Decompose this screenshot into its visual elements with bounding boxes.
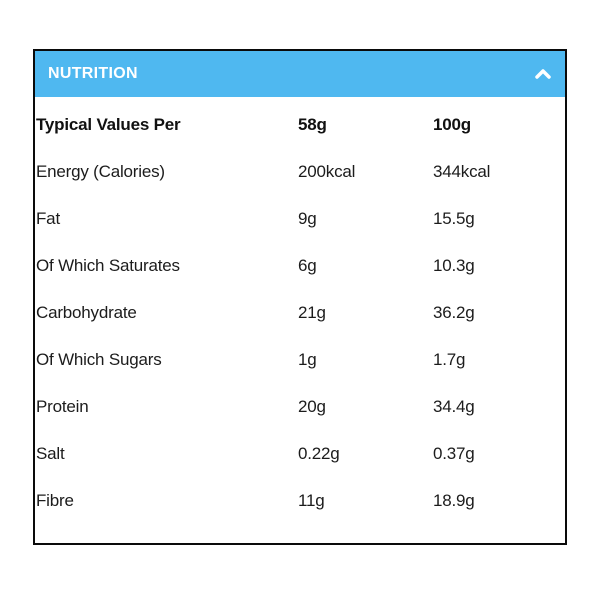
value-per-58g: 0.22g [298,443,340,463]
column-header-58g: 58g [298,114,327,134]
table-header-row: Typical Values Per 58g 100g [35,101,565,148]
table-row: Carbohydrate 21g 36.2g [35,289,565,336]
value-per-100g: 10.3g [433,255,475,275]
table-row: Fibre 11g 18.9g [35,477,565,524]
value-per-100g: 34.4g [433,396,475,416]
value-per-58g: 6g [298,255,317,275]
value-per-100g: 15.5g [433,208,475,228]
nutrient-label: Protein [36,396,89,416]
table-row: Fat 9g 15.5g [35,195,565,242]
nutrient-label: Of Which Sugars [36,349,162,369]
table-row: Of Which Saturates 6g 10.3g [35,242,565,289]
value-per-58g: 21g [298,302,326,322]
value-per-100g: 1.7g [433,349,466,369]
value-per-58g: 11g [298,490,325,510]
value-per-58g: 9g [298,208,317,228]
value-per-58g: 1g [298,349,317,369]
nutrient-label: Fibre [36,490,74,510]
nutrient-label: Carbohydrate [36,302,137,322]
accordion-title: NUTRITION [48,65,138,82]
value-per-58g: 200kcal [298,161,356,181]
value-per-100g: 18.9g [433,490,475,510]
value-per-100g: 344kcal [433,161,491,181]
nutrition-table: Typical Values Per 58g 100g Energy (Calo… [35,97,565,524]
table-row: Of Which Sugars 1g 1.7g [35,336,565,383]
value-per-58g: 20g [298,396,326,416]
column-header-100g: 100g [433,114,471,134]
table-row: Protein 20g 34.4g [35,383,565,430]
chevron-up-icon[interactable] [535,69,551,79]
value-per-100g: 0.37g [433,443,475,463]
nutrient-label: Of Which Saturates [36,255,180,275]
value-per-100g: 36.2g [433,302,475,322]
nutrient-label: Fat [36,208,60,228]
table-row: Energy (Calories) 200kcal 344kcal [35,148,565,195]
table-body: Energy (Calories) 200kcal 344kcal Fat 9g… [35,148,565,524]
nutrition-card: NUTRITION Typical Values Per 58g 100g En… [33,49,567,545]
nutrition-accordion-header[interactable]: NUTRITION [35,51,565,97]
nutrient-label: Energy (Calories) [36,161,165,181]
column-header-typical-values: Typical Values Per [36,114,181,134]
nutrient-label: Salt [36,443,65,463]
table-row: Salt 0.22g 0.37g [35,430,565,477]
